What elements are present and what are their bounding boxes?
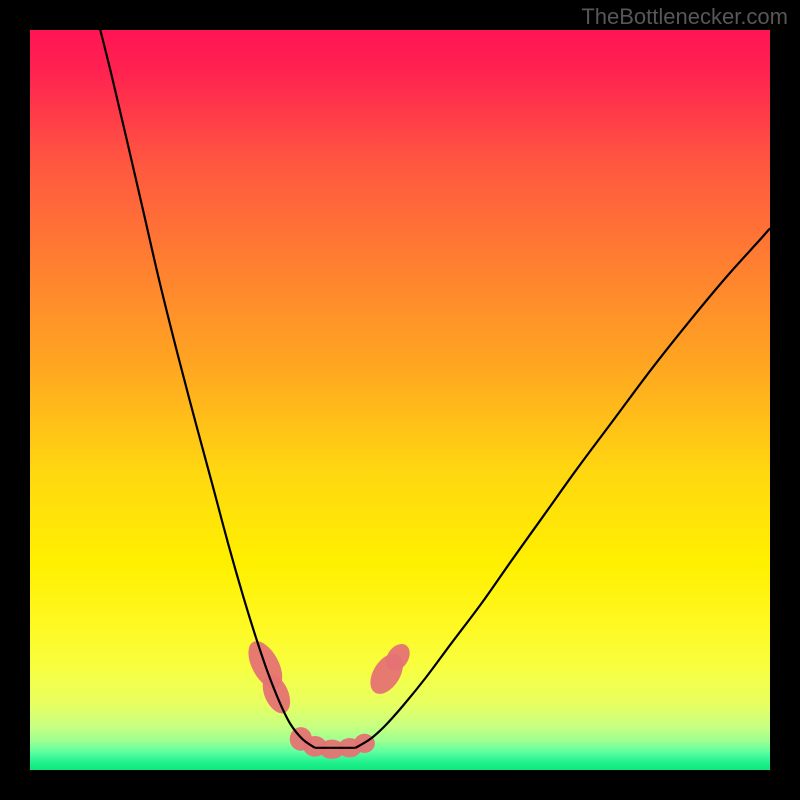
chart-frame: TheBottlenecker.com (0, 0, 800, 800)
chart-svg (0, 0, 800, 800)
